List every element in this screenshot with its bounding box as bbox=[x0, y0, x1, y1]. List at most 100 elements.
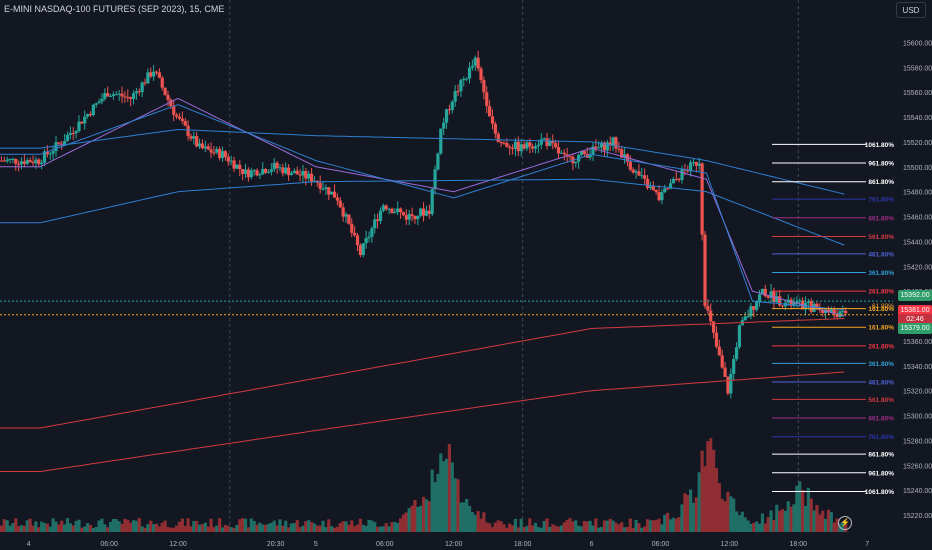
candle-body bbox=[330, 191, 334, 195]
candle-body bbox=[88, 113, 93, 116]
volume-bar bbox=[732, 498, 736, 532]
candle-body bbox=[476, 57, 480, 69]
x-tick-label: 20:30 bbox=[267, 541, 285, 548]
volume-bar bbox=[91, 527, 95, 532]
candle-body bbox=[505, 143, 509, 147]
candle-body bbox=[579, 151, 584, 155]
volume-bar bbox=[63, 524, 67, 532]
candle-body bbox=[821, 310, 825, 314]
volume-bar bbox=[757, 523, 762, 532]
candle-body bbox=[562, 152, 566, 155]
volume-bar bbox=[456, 479, 460, 532]
volume-bar bbox=[508, 523, 512, 532]
candle-body bbox=[737, 325, 742, 348]
volume-bar bbox=[11, 523, 15, 532]
volume-bar bbox=[640, 527, 644, 532]
moving-average-line bbox=[0, 104, 845, 311]
volume-bar bbox=[554, 525, 558, 532]
candle-body bbox=[350, 223, 354, 233]
volume-bar bbox=[301, 525, 305, 532]
volume-bar bbox=[17, 526, 21, 532]
y-tick-label: 15340.00 bbox=[903, 364, 932, 371]
volume-bar bbox=[442, 461, 446, 532]
volume-bar bbox=[637, 523, 641, 532]
volume-bar bbox=[436, 473, 440, 532]
volume-bar bbox=[792, 504, 796, 532]
volume-bar bbox=[602, 520, 607, 532]
volume-bar bbox=[490, 527, 495, 532]
volume-bar bbox=[2, 519, 6, 532]
volume-bar bbox=[19, 525, 24, 532]
volume-bar bbox=[832, 522, 836, 532]
volume-bar bbox=[502, 524, 506, 532]
volume-bar bbox=[126, 519, 130, 532]
candle-body bbox=[769, 291, 773, 298]
candle-body bbox=[554, 143, 558, 148]
candle-body bbox=[660, 192, 664, 201]
volume-bar bbox=[341, 521, 345, 532]
candle-body bbox=[539, 139, 543, 145]
candle-body bbox=[447, 109, 452, 111]
volume-bar bbox=[439, 453, 443, 532]
candle-body bbox=[71, 133, 75, 135]
currency-button[interactable]: USD bbox=[896, 2, 926, 18]
volume-bar bbox=[485, 522, 489, 532]
candle-body bbox=[806, 301, 810, 303]
volume-bar bbox=[525, 526, 529, 532]
candle-body bbox=[246, 169, 250, 178]
volume-bar bbox=[45, 523, 49, 532]
volume-bar bbox=[565, 519, 569, 532]
volume-bar bbox=[686, 495, 690, 532]
volume-bar bbox=[786, 501, 790, 532]
volume-bar bbox=[261, 524, 265, 532]
candle-body bbox=[264, 168, 268, 173]
fib-zero-label: 61.80% bbox=[872, 303, 894, 310]
volume-bar bbox=[562, 522, 566, 532]
volume-bar bbox=[74, 521, 78, 532]
volume-bar bbox=[648, 520, 653, 532]
volume-bar bbox=[387, 526, 391, 532]
volume-bar bbox=[14, 518, 18, 532]
candle-body bbox=[516, 141, 520, 152]
candle-body bbox=[729, 373, 733, 394]
volume-bar bbox=[763, 523, 767, 532]
x-tick-label: 18:00 bbox=[514, 541, 532, 548]
volume-bar bbox=[812, 510, 816, 532]
volume-bar bbox=[585, 521, 589, 532]
volume-bar bbox=[795, 485, 799, 532]
moving-average-line bbox=[0, 178, 845, 246]
candle-body bbox=[611, 137, 615, 146]
volume-bar bbox=[376, 526, 380, 532]
candle-body bbox=[255, 170, 259, 176]
candle-body bbox=[0, 160, 4, 162]
volume-bar bbox=[625, 526, 630, 532]
candle-body bbox=[778, 296, 782, 306]
x-tick-label: 5 bbox=[314, 541, 318, 548]
candle-body bbox=[407, 214, 411, 220]
candle-body bbox=[275, 162, 279, 169]
candle-body bbox=[743, 316, 747, 321]
candle-body bbox=[766, 296, 770, 298]
candle-body bbox=[11, 158, 15, 160]
volume-bar bbox=[266, 523, 271, 532]
candle-body bbox=[533, 146, 538, 149]
volume-bar bbox=[407, 508, 411, 532]
candle-body bbox=[45, 151, 49, 155]
fib-level-label: 561.80% bbox=[868, 234, 894, 241]
lightning-icon[interactable]: ⚡ bbox=[838, 516, 852, 530]
candle-body bbox=[545, 138, 549, 146]
candle-body bbox=[183, 120, 187, 126]
candle-body bbox=[252, 170, 256, 172]
candle-body bbox=[433, 169, 437, 189]
candle-body bbox=[60, 143, 64, 145]
candle-body bbox=[229, 160, 233, 162]
volume-bar bbox=[605, 520, 609, 532]
volume-bar bbox=[60, 520, 64, 532]
volume-bar bbox=[347, 524, 351, 532]
volume-bar bbox=[160, 522, 164, 532]
candle-body bbox=[111, 94, 116, 97]
volume-bar bbox=[821, 510, 825, 532]
candle-body bbox=[582, 151, 586, 154]
